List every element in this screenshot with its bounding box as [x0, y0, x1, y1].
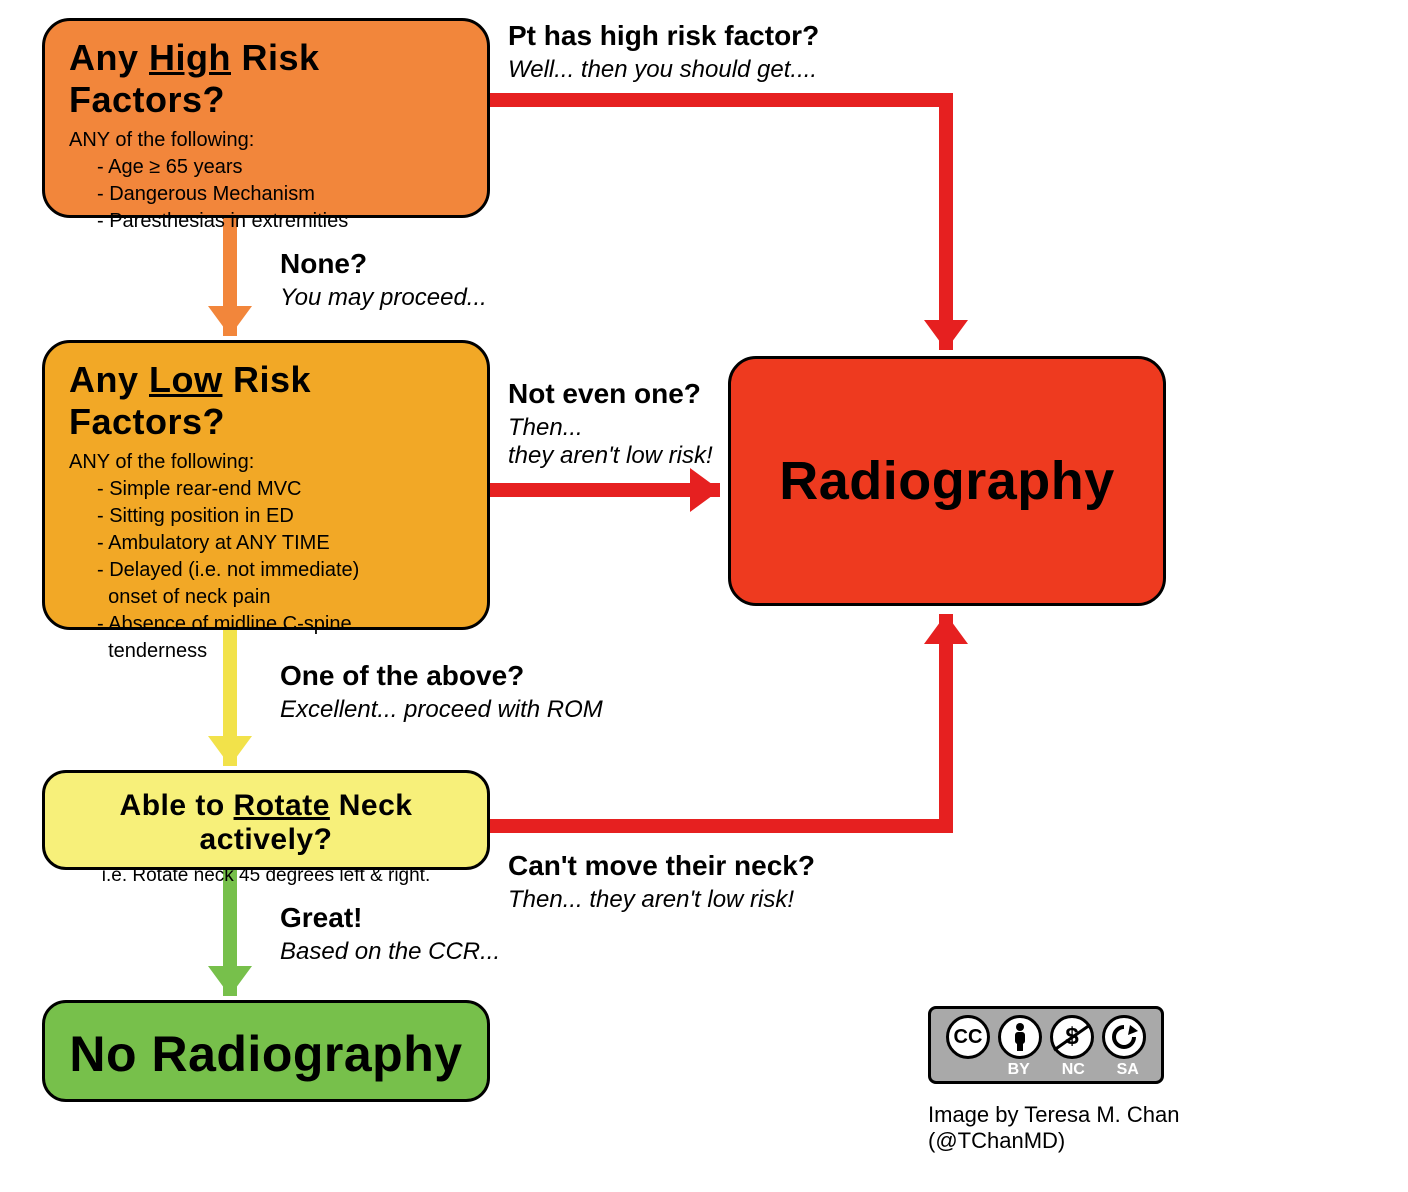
- high-risk-title: Any High Risk Factors?: [69, 37, 463, 121]
- rotate-neck-box: Able to Rotate Neck actively? i.e. Rotat…: [42, 770, 490, 870]
- radiography-title: Radiography: [755, 375, 1139, 587]
- high-to-radiography: [490, 100, 946, 350]
- by-icon: [998, 1015, 1042, 1059]
- rotate-neck-sub: i.e. Rotate neck 45 degrees left & right…: [69, 863, 463, 889]
- label-low-right-italic2: they aren't low risk!: [508, 442, 713, 470]
- label-rotate-down-bold: Great!: [280, 902, 362, 934]
- no-radiography-box: No Radiography: [42, 1000, 490, 1102]
- cc-icons-row: CC $: [941, 1015, 1151, 1059]
- high-risk-sub: ANY of the following:: [69, 127, 463, 154]
- label-low-down-bold: One of the above?: [280, 660, 524, 692]
- label-low-right-bold: Not even one?: [508, 378, 701, 410]
- cc-labels-row: BY NC SA: [941, 1061, 1151, 1079]
- low-risk-title: Any Low Risk Factors?: [69, 359, 463, 443]
- label-low-down-italic: Excellent... proceed with ROM: [280, 696, 603, 724]
- label-rotate-right-bold: Can't move their neck?: [508, 850, 815, 882]
- sa-icon: [1102, 1015, 1146, 1059]
- label-high-down-italic: You may proceed...: [280, 284, 487, 312]
- label-high-right-italic: Well... then you should get....: [508, 56, 817, 84]
- attribution-text: Image by Teresa M. Chan (@TChanMD): [928, 1102, 1180, 1154]
- label-high-down-bold: None?: [280, 248, 367, 280]
- label-low-right-italic1: Then...: [508, 414, 583, 442]
- nc-icon: $: [1050, 1015, 1094, 1059]
- cc-icon: CC: [946, 1015, 990, 1059]
- rotate-neck-title: Able to Rotate Neck actively?: [69, 789, 463, 857]
- high-risk-list: - Age ≥ 65 years- Dangerous Mechanism- P…: [97, 154, 463, 235]
- label-rotate-down-italic: Based on the CCR...: [280, 938, 500, 966]
- no-radiography-title: No Radiography: [69, 1019, 463, 1089]
- low-risk-sub: ANY of the following:: [69, 449, 463, 476]
- high-risk-box: Any High Risk Factors? ANY of the follow…: [42, 18, 490, 218]
- low-risk-list: - Simple rear-end MVC- Sitting position …: [97, 476, 463, 665]
- label-high-right-bold: Pt has high risk factor?: [508, 20, 819, 52]
- label-rotate-right-italic: Then... they aren't low risk!: [508, 886, 794, 914]
- cc-license-badge: CC $ BY NC SA: [928, 1006, 1164, 1084]
- low-risk-box: Any Low Risk Factors? ANY of the followi…: [42, 340, 490, 630]
- radiography-box: Radiography: [728, 356, 1166, 606]
